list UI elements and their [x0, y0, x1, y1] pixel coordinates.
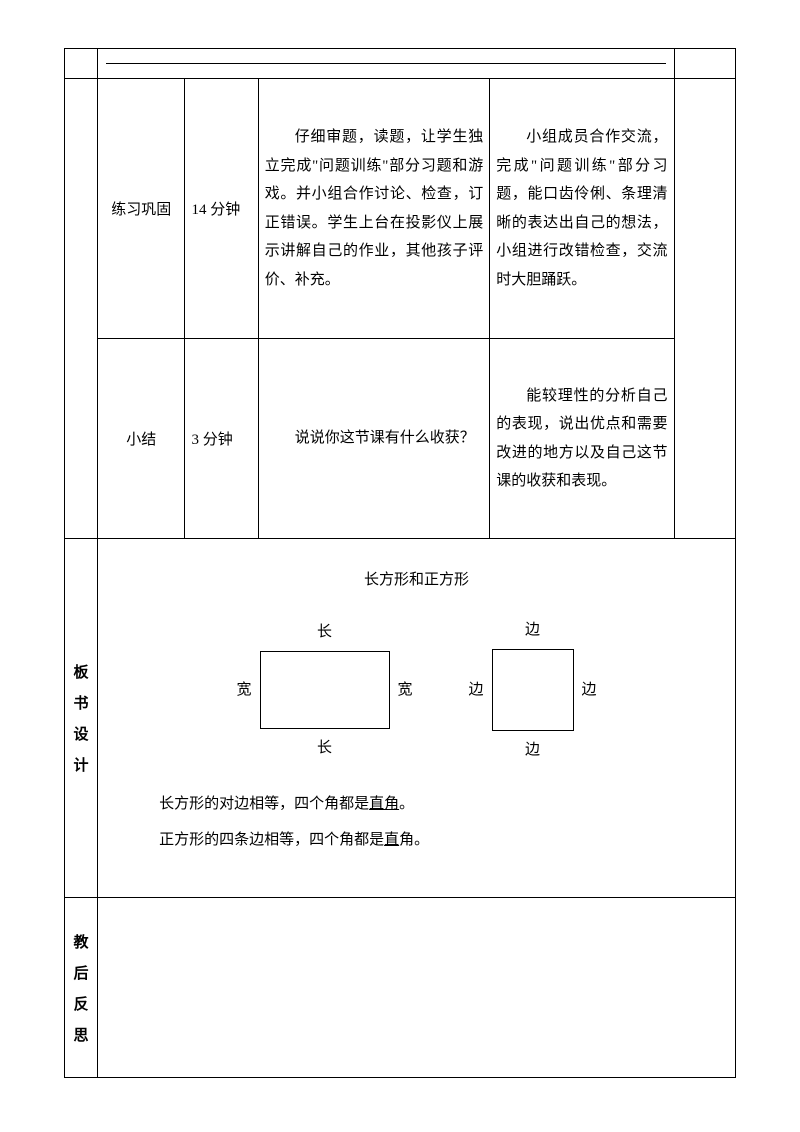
rect-bottom: 长	[309, 729, 340, 767]
practice-student: 小组成员合作交流，完成"问题训练"部分习题，能口齿伶俐、条理清晰的表达出自己的想…	[496, 123, 667, 294]
sq-left: 边	[461, 671, 492, 709]
summary-time: 3 分钟	[191, 432, 232, 448]
square-shape	[492, 649, 574, 731]
summary-col2: 3 分钟	[185, 339, 258, 539]
board-char-4: 计	[71, 754, 91, 775]
board-line-1: 长方形的对边相等，四个角都是直角。	[114, 789, 719, 819]
board-char-1: 板	[71, 661, 91, 682]
square-block: 边 边 边 边	[461, 611, 605, 769]
practice-time: 14 分钟	[191, 202, 240, 218]
board-side-label: 板 书 设 计	[65, 539, 98, 898]
line2-a: 正方形的四条边相等，四个角都是	[159, 832, 384, 848]
sq-top: 边	[517, 611, 548, 649]
summary-teacher: 说说你这节课有什么收获？	[265, 424, 484, 453]
rectangle-shape	[260, 651, 390, 729]
refl-char-2: 后	[71, 962, 91, 983]
board-design-row: 板 书 设 计 长方形和正方形 长 宽 宽 长	[65, 539, 736, 898]
practice-col3: 仔细审题，读题，让学生独立完成"问题训练"部分习题和游戏。并小组合作讨论、检查，…	[258, 79, 490, 339]
sq-right: 边	[574, 671, 605, 709]
summary-row: 小结 3 分钟 说说你这节课有什么收获？ 能较理性的分析自己的表现，说出优点和需…	[65, 339, 736, 539]
board-content-cell: 长方形和正方形 长 宽 宽 长 边	[98, 539, 736, 898]
board-title: 长方形和正方形	[114, 565, 719, 595]
line1-a: 长方形的对边相等，四个角都是	[159, 796, 369, 812]
shapes-row: 长 宽 宽 长 边 边 边	[114, 611, 719, 769]
summary-col3: 说说你这节课有什么收获？	[258, 339, 490, 539]
line1-b: 直角	[369, 796, 399, 812]
lesson-plan-table: 练习巩固 14 分钟 仔细审题，读题，让学生独立完成"问题训练"部分习题和游戏。…	[64, 48, 736, 1078]
summary-col4: 能较理性的分析自己的表现，说出优点和需要改进的地方以及自己这节课的收获和表现。	[490, 339, 674, 539]
rect-right: 宽	[390, 671, 421, 709]
line2-b: 直	[384, 832, 399, 848]
refl-char-1: 教	[71, 931, 91, 952]
summary-label: 小结	[126, 432, 156, 448]
practice-col4: 小组成员合作交流，完成"问题训练"部分习题，能口齿伶俐、条理清晰的表达出自己的想…	[490, 79, 674, 339]
board-line-2: 正方形的四条边相等，四个角都是直角。	[114, 825, 719, 855]
refl-char-4: 思	[71, 1024, 91, 1045]
summary-col1: 小结	[98, 339, 185, 539]
summary-student: 能较理性的分析自己的表现，说出优点和需要改进的地方以及自己这节课的收获和表现。	[496, 382, 667, 496]
header-rule-row	[65, 49, 736, 79]
reflection-content	[98, 898, 736, 1078]
sq-bottom: 边	[517, 731, 548, 769]
board-char-3: 设	[71, 723, 91, 744]
refl-char-3: 反	[71, 993, 91, 1014]
practice-row: 练习巩固 14 分钟 仔细审题，读题，让学生独立完成"问题训练"部分习题和游戏。…	[65, 79, 736, 339]
practice-teacher: 仔细审题，读题，让学生独立完成"问题训练"部分习题和游戏。并小组合作讨论、检查，…	[265, 123, 484, 294]
practice-col1: 练习巩固	[98, 79, 185, 339]
practice-col2: 14 分钟	[185, 79, 258, 339]
rectangle-block: 长 宽 宽 长	[229, 613, 421, 767]
reflection-row: 教 后 反 思	[65, 898, 736, 1078]
line2-c: 角。	[399, 832, 429, 848]
board-char-2: 书	[71, 692, 91, 713]
practice-label: 练习巩固	[111, 202, 171, 218]
header-rule	[106, 63, 665, 64]
rect-top: 长	[309, 613, 340, 651]
reflection-side-label: 教 后 反 思	[65, 898, 98, 1078]
line1-c: 。	[399, 796, 414, 812]
rect-left: 宽	[229, 671, 260, 709]
